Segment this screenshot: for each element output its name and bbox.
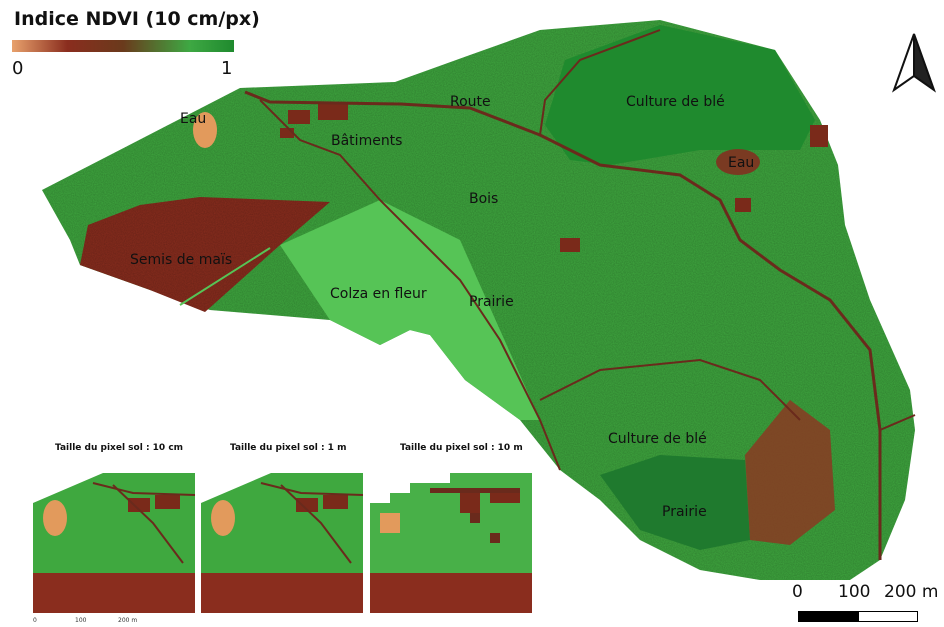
hedge <box>179 247 271 306</box>
label-semis-mais: Semis de maïs <box>130 252 233 268</box>
inset-map-1m <box>201 473 363 613</box>
north-arrow-icon <box>892 33 936 93</box>
inset-scale-200: 200 m <box>118 617 138 624</box>
water-east <box>716 149 760 175</box>
label-batiments: Bâtiments <box>331 133 403 149</box>
label-route: Route <box>450 94 491 110</box>
inset-map-10cm <box>33 473 195 613</box>
label-colza: Colza en fleur <box>330 286 427 302</box>
inset-title-10m: Taille du pixel sol : 10 m <box>400 443 523 453</box>
road <box>244 90 882 560</box>
wheat-field-north <box>545 25 815 165</box>
inset-title-1m: Taille du pixel sol : 1 m <box>230 443 347 453</box>
scale-bar <box>798 611 918 622</box>
building <box>810 125 828 147</box>
meadow-south <box>600 455 750 550</box>
building <box>318 104 348 120</box>
road <box>539 29 661 136</box>
legend-min-label: 0 <box>12 58 24 79</box>
scale-label-100: 100 <box>838 582 871 602</box>
label-prairie-center: Prairie <box>469 294 514 310</box>
building <box>288 110 310 124</box>
label-eau-east: Eau <box>728 155 755 171</box>
label-eau-west: Eau <box>180 111 207 127</box>
inset-title-10cm: Taille du pixel sol : 10 cm <box>55 443 184 453</box>
inset-scale-100: 100 <box>75 617 87 624</box>
water-west <box>193 112 217 148</box>
rapeseed-field <box>280 200 540 420</box>
label-prairie-south: Prairie <box>662 504 707 520</box>
building <box>280 128 294 138</box>
label-culture-ble-north: Culture de blé <box>626 94 725 110</box>
legend-max-label: 1 <box>221 58 233 79</box>
inset-scale-0: 0 <box>33 617 37 624</box>
building <box>735 198 751 212</box>
scale-label-0: 0 <box>792 582 803 602</box>
ndvi-color-ramp <box>12 40 234 52</box>
building <box>560 238 580 252</box>
inset-map-10m <box>370 473 532 613</box>
legend-title: Indice NDVI (10 cm/px) <box>14 8 260 30</box>
label-bois: Bois <box>469 191 499 207</box>
label-culture-ble-south: Culture de blé <box>608 431 707 447</box>
scale-label-200: 200 m <box>884 582 939 602</box>
road <box>259 99 561 471</box>
road <box>539 358 801 421</box>
road <box>879 414 916 431</box>
bare-soil-southeast <box>745 400 835 545</box>
